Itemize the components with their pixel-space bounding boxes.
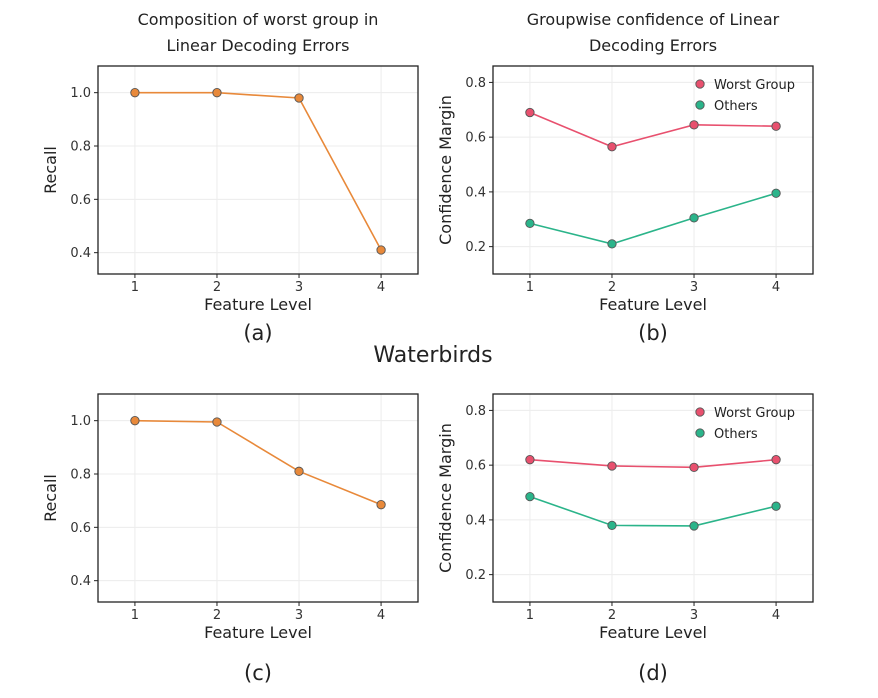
- x-axis-label: Feature Level: [599, 295, 707, 314]
- y-tick-label: 1.0: [70, 86, 91, 101]
- data-point-recall: [130, 88, 140, 98]
- chart-title: Groupwise confidence of Linear: [527, 10, 780, 29]
- y-tick-label: 0.6: [465, 459, 486, 474]
- legend-label-others: Others: [714, 427, 758, 442]
- y-tick-label: 0.2: [465, 240, 486, 255]
- data-point-others: [607, 520, 617, 531]
- y-tick-label: 0.4: [70, 574, 91, 589]
- x-tick-label: 3: [295, 280, 303, 295]
- series-line-worst: [529, 458, 777, 469]
- panel-caption: (a): [243, 321, 272, 345]
- data-point-others: [525, 218, 535, 229]
- y-tick-label: 0.6: [70, 521, 91, 536]
- data-point-recall: [294, 466, 304, 476]
- x-tick-label: 2: [608, 280, 616, 295]
- chart-c: 1 2 3 4 0.4 0.6 0.8 1.0 Feature Level Recall (c): [41, 393, 419, 685]
- data-point-recall: [212, 88, 222, 98]
- y-axis-label: Confidence Margin: [436, 423, 455, 573]
- data-point-others: [525, 491, 535, 502]
- x-tick-label: 3: [690, 608, 698, 623]
- chart-d: 1 2 3 4 0.2 0.4 0.6 0.8 Feature Level Confidence …: [436, 393, 814, 685]
- chart-title: Composition of worst group in: [138, 10, 379, 29]
- y-tick-label: 0.6: [70, 193, 91, 208]
- y-tick-label: 1.0: [70, 414, 91, 429]
- x-axis-label: Feature Level: [204, 295, 312, 314]
- data-point-worst: [525, 455, 535, 465]
- x-tick-label: 4: [377, 608, 385, 623]
- y-tick-label: 0.8: [70, 140, 91, 155]
- data-point-recall: [212, 417, 222, 427]
- x-tick-label: 3: [295, 608, 303, 623]
- data-point-worst: [525, 107, 535, 118]
- plot-frame: [97, 393, 419, 603]
- y-tick-label: 0.8: [465, 404, 486, 419]
- legend-marker-others: [695, 428, 705, 438]
- dataset-label: Waterbirds: [373, 343, 492, 368]
- x-axis-label: Feature Level: [599, 623, 707, 642]
- legend-label-worst: Worst Group: [714, 78, 795, 93]
- legend-marker-others: [695, 100, 705, 110]
- x-tick-label: 2: [213, 608, 221, 623]
- x-tick-label: 4: [377, 280, 385, 295]
- data-point-worst: [771, 455, 781, 465]
- y-axis-label: Recall: [41, 474, 60, 522]
- data-point-worst: [607, 461, 617, 471]
- data-point-others: [689, 521, 699, 531]
- x-tick-label: 2: [608, 608, 616, 623]
- legend-marker-worst: [695, 79, 705, 89]
- y-tick-label: 0.8: [465, 76, 486, 91]
- data-point-worst: [689, 462, 699, 472]
- x-axis-label: Feature Level: [204, 623, 312, 642]
- series-line-recall: [134, 91, 382, 251]
- data-point-recall: [376, 500, 386, 510]
- y-tick-label: 0.4: [70, 246, 91, 261]
- data-point-others: [689, 213, 699, 223]
- data-point-others: [607, 239, 617, 249]
- legend-marker-worst: [695, 407, 705, 417]
- series-line-recall: [134, 419, 382, 506]
- y-axis-label: Recall: [41, 146, 60, 194]
- y-tick-label: 0.8: [70, 468, 91, 483]
- panel-caption: (b): [638, 321, 668, 345]
- data-point-worst: [689, 120, 699, 130]
- chart-title: Linear Decoding Errors: [167, 36, 350, 55]
- chart-b: Groupwise confidence of Linear Decoding E…: [436, 10, 814, 345]
- y-tick-label: 0.2: [465, 568, 486, 583]
- panel-caption: (d): [638, 661, 668, 685]
- series-line-worst: [529, 111, 777, 148]
- y-tick-label: 0.4: [465, 185, 486, 200]
- data-point-recall: [130, 416, 140, 426]
- x-tick-label: 4: [772, 608, 780, 623]
- data-point-recall: [294, 93, 304, 103]
- chart-title: Decoding Errors: [589, 36, 717, 55]
- x-tick-label: 1: [526, 280, 534, 295]
- x-tick-label: 1: [526, 608, 534, 623]
- chart-a: Composition of worst group in Linear Deco…: [41, 10, 419, 345]
- x-tick-label: 1: [131, 608, 139, 623]
- y-axis-label: Confidence Margin: [436, 95, 455, 245]
- x-tick-label: 2: [213, 280, 221, 295]
- data-point-others: [771, 188, 781, 198]
- legend-label-others: Others: [714, 99, 758, 114]
- series-line-others: [529, 192, 777, 245]
- y-tick-label: 0.6: [465, 131, 486, 146]
- x-tick-label: 1: [131, 280, 139, 295]
- plot-frame: [97, 65, 419, 275]
- y-tick-label: 0.4: [465, 513, 486, 528]
- plot-frame: [492, 393, 814, 603]
- data-point-worst: [771, 121, 781, 131]
- data-point-others: [771, 501, 781, 511]
- panel-caption: (c): [244, 661, 272, 685]
- legend-label-worst: Worst Group: [714, 406, 795, 421]
- x-tick-label: 3: [690, 280, 698, 295]
- series-line-others: [529, 495, 777, 527]
- plot-frame: [492, 65, 814, 275]
- data-point-worst: [607, 142, 617, 152]
- x-tick-label: 4: [772, 280, 780, 295]
- data-point-recall: [376, 245, 386, 255]
